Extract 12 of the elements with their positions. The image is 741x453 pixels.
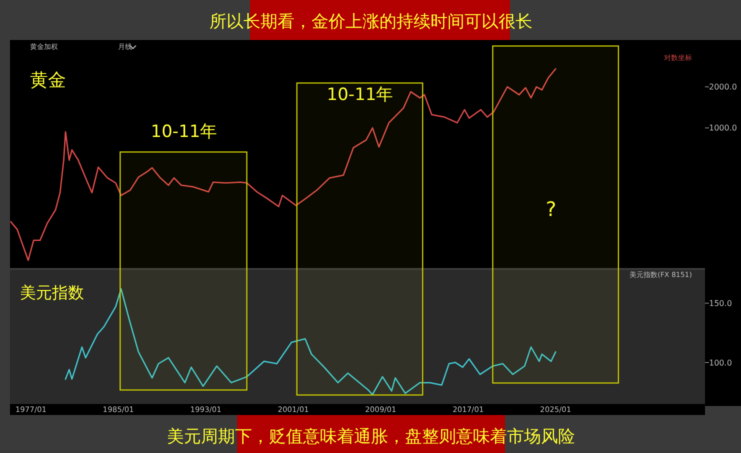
annotation: ?	[546, 197, 556, 221]
y-tick-label: 1000.0	[709, 124, 737, 133]
annotation: 10-11年	[326, 85, 394, 105]
chart-title: 所以长期看，金价上涨的持续时间可以很长	[210, 12, 532, 32]
y-tick-label: 150.0	[709, 299, 732, 308]
text: 美元周期下，贬值意味着通胀，盘整则意味着市场风险	[167, 427, 575, 447]
text: 美元指数	[20, 283, 84, 302]
y-tick-label: 2000.0	[709, 82, 737, 92]
line-series	[10, 68, 556, 262]
y-tick-label: 100.0	[709, 358, 732, 368]
text: 黄金	[30, 70, 66, 91]
annotation: 10-11年	[150, 122, 218, 142]
